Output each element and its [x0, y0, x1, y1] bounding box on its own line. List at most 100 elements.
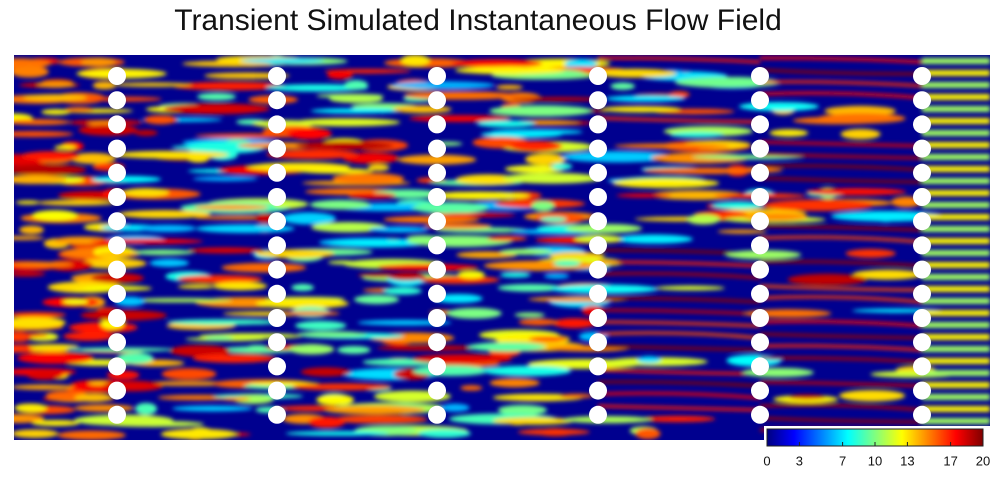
streak	[610, 82, 635, 90]
cylinder	[268, 139, 286, 158]
streak	[616, 193, 672, 198]
colorbar-tick-label: 3	[796, 453, 803, 468]
cylinder	[751, 405, 769, 424]
streak	[177, 284, 216, 289]
cylinder	[108, 115, 126, 134]
cylinder	[589, 139, 607, 158]
streak	[15, 200, 41, 205]
streak	[187, 247, 264, 254]
cylinder	[108, 212, 126, 231]
cylinder	[108, 381, 126, 400]
cylinder	[913, 381, 931, 400]
streak	[597, 116, 761, 124]
cylinder	[268, 115, 286, 134]
cylinders	[108, 67, 931, 424]
cylinder	[589, 212, 607, 231]
streak	[428, 191, 530, 200]
cylinder	[589, 260, 607, 279]
streak	[845, 249, 896, 258]
cylinder	[751, 333, 769, 352]
streak	[166, 319, 281, 325]
cylinder	[268, 405, 286, 424]
colorbar-tick-label: 17	[943, 453, 957, 468]
cylinder	[913, 284, 931, 303]
streak	[331, 415, 428, 424]
streak	[446, 307, 502, 319]
streak	[487, 235, 528, 241]
cylinder	[589, 284, 607, 303]
streak	[922, 322, 990, 328]
streak	[357, 319, 452, 326]
streak	[412, 202, 489, 214]
streak	[922, 118, 990, 124]
streak	[332, 173, 405, 185]
streak	[759, 80, 923, 88]
streak	[597, 271, 761, 280]
streak	[310, 108, 403, 114]
streak	[412, 354, 512, 364]
streak	[266, 84, 369, 92]
cylinder	[913, 67, 931, 85]
streak	[759, 403, 923, 412]
streak	[161, 368, 217, 380]
streak	[131, 249, 194, 256]
streak	[922, 406, 990, 412]
streak	[922, 262, 990, 268]
cylinder	[428, 405, 446, 424]
streak	[759, 164, 923, 172]
streak	[789, 394, 825, 400]
streak	[138, 224, 197, 233]
colorbar-tick-label: 7	[839, 453, 846, 468]
streak	[922, 214, 990, 220]
streak	[597, 308, 761, 316]
colorbar-tick-label: 10	[868, 453, 882, 468]
streak	[328, 239, 428, 248]
cylinder	[108, 67, 126, 85]
cylinder	[751, 236, 769, 255]
streak	[329, 94, 384, 103]
streak	[22, 94, 87, 101]
streak	[507, 419, 530, 426]
streak	[417, 429, 471, 438]
streak	[922, 58, 990, 64]
cylinder	[108, 284, 126, 303]
streak	[376, 345, 483, 351]
streak	[14, 58, 51, 69]
cylinder	[751, 91, 769, 110]
cylinder	[428, 163, 446, 182]
cylinder	[428, 309, 446, 327]
streak	[612, 178, 720, 189]
streak	[78, 124, 138, 136]
streak	[597, 56, 761, 64]
streak	[539, 216, 567, 223]
streak	[643, 167, 757, 175]
streak	[291, 383, 392, 391]
streak	[559, 393, 594, 399]
cylinder	[751, 357, 769, 376]
streak	[922, 130, 990, 136]
streak	[32, 210, 78, 221]
streak	[460, 385, 483, 391]
streak	[792, 116, 887, 125]
cylinder	[589, 357, 607, 376]
cylinder	[428, 139, 446, 158]
streak	[594, 68, 677, 78]
streak	[922, 226, 990, 232]
cylinder	[751, 381, 769, 400]
streak	[605, 95, 686, 102]
streak	[597, 296, 761, 304]
streak	[26, 370, 63, 380]
streak	[57, 430, 126, 440]
streak	[255, 298, 349, 309]
streak	[922, 370, 990, 376]
streak	[553, 260, 581, 267]
cylinder	[751, 309, 769, 327]
streak	[759, 260, 923, 268]
streak	[597, 391, 761, 400]
streak	[169, 345, 230, 357]
cylinder	[268, 357, 286, 376]
streak	[31, 419, 80, 427]
streak	[597, 380, 761, 388]
streak	[14, 66, 49, 78]
streak	[92, 81, 117, 90]
